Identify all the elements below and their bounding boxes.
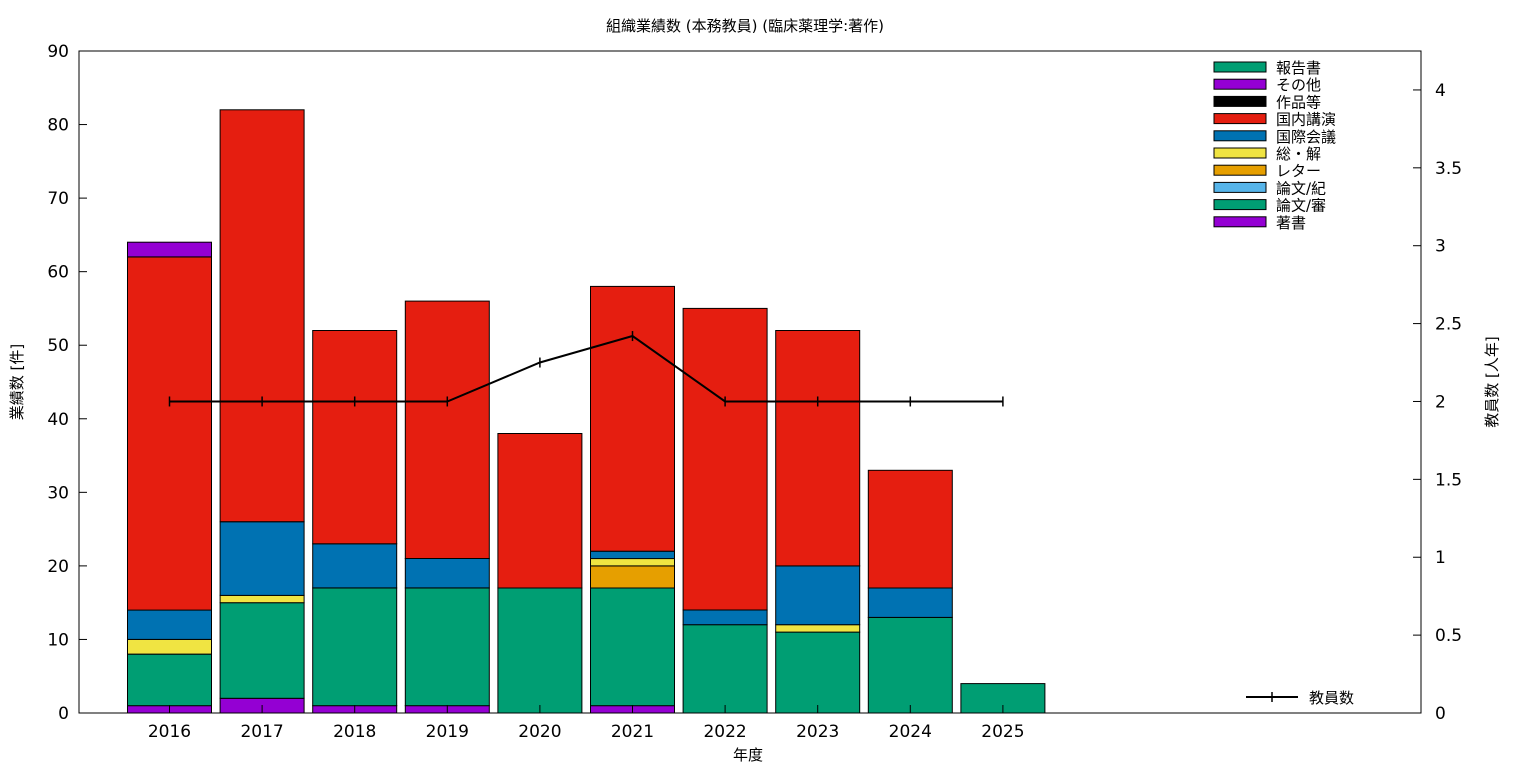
- x-axis-label: 年度: [733, 746, 763, 764]
- y-tick-label: 20: [47, 557, 69, 577]
- bar-2018-series-1: [312, 587, 398, 707]
- bar-2018-series-5: [312, 543, 398, 589]
- bar-2024-series-6: [867, 469, 953, 589]
- y2-axis-label: 教員数 [人年]: [1483, 336, 1501, 427]
- bar-2022-series-6: [682, 307, 768, 611]
- bar-2017-series-4: [219, 594, 305, 604]
- bar-2022-series-1: [682, 624, 768, 714]
- x-tick-label: 2020: [518, 722, 561, 742]
- legend-label-3: レター: [1276, 162, 1321, 180]
- legend-label-8: その他: [1276, 76, 1321, 94]
- y-axis-label: 業績数 [件]: [8, 344, 26, 420]
- y2-tick-label: 3.5: [1435, 159, 1462, 179]
- y2-tick-label: 2: [1435, 392, 1446, 412]
- y-tick-label: 80: [47, 116, 69, 136]
- y-tick-label: 10: [47, 630, 69, 650]
- y2-tick-label: 3: [1435, 237, 1446, 257]
- x-tick-label: 2022: [703, 722, 746, 742]
- legend-swatch-1: [1213, 199, 1267, 211]
- line-layer: [168, 331, 1004, 407]
- bar-2022-series-5: [682, 609, 768, 626]
- x-tick-label: 2019: [426, 722, 469, 742]
- legend-line-label: 教員数: [1309, 689, 1354, 707]
- legend-label-5: 国際会議: [1276, 128, 1336, 146]
- legend-label-0: 著書: [1276, 214, 1306, 232]
- bar-2018-series-6: [312, 330, 398, 545]
- y2-tick-label: 1: [1435, 548, 1446, 568]
- bar-2021-series-5: [590, 550, 675, 560]
- legend-label-4: 総・解: [1276, 145, 1321, 163]
- y-tick-label: 90: [47, 42, 69, 62]
- bar-2023-series-1: [775, 631, 861, 714]
- y2-tick-label: 0: [1435, 704, 1446, 724]
- bar-2023-series-4: [775, 624, 861, 633]
- x-tick-label: 2023: [796, 722, 839, 742]
- bar-2023-series-6: [775, 330, 861, 567]
- legend-swatch-3: [1213, 164, 1267, 176]
- bar-2021-series-1: [590, 587, 675, 707]
- bar-2020-series-1: [497, 587, 583, 714]
- bar-2017-series-5: [219, 521, 305, 596]
- bar-2016-series-4: [127, 638, 212, 655]
- plot-frame: [78, 50, 1422, 714]
- legend-swatch-8: [1213, 78, 1267, 90]
- bar-2017-series-1: [219, 602, 305, 699]
- legend-label-9: 報告書: [1276, 59, 1321, 77]
- legend-swatch-2: [1213, 181, 1267, 193]
- x-tick-label: 2025: [981, 722, 1024, 742]
- legend-swatch-5: [1213, 130, 1267, 142]
- bar-2021-series-3: [590, 565, 675, 589]
- bar-2021-series-4: [590, 558, 675, 567]
- bar-2016-series-5: [127, 609, 212, 640]
- y2-tick-label: 0.5: [1435, 626, 1462, 646]
- bar-2024-series-1: [867, 616, 953, 714]
- legend-swatch-4: [1213, 147, 1267, 159]
- x-tick-label: 2024: [889, 722, 932, 742]
- bar-2023-series-5: [775, 565, 861, 626]
- legend-label-1: 論文/審: [1276, 197, 1326, 215]
- bar-2016-series-1: [127, 653, 212, 707]
- legend-label-7: 作品等: [1276, 93, 1321, 111]
- bars-layer: [127, 109, 1046, 714]
- legend-label-6: 国内講演: [1276, 111, 1336, 129]
- legend-swatch-9: [1213, 61, 1267, 73]
- y-tick-label: 60: [47, 263, 69, 283]
- bar-2016-series-6: [127, 256, 212, 611]
- y2-tick-label: 4: [1435, 81, 1446, 101]
- bar-2017-series-6: [219, 109, 305, 523]
- bar-2021-series-6: [590, 285, 675, 552]
- axes-layer: 0 10 20 30 40 50 60 70 80 90 0 0.5 1 1.5 2 2.5 3 3.5 4 2016…: [47, 42, 1462, 742]
- y2-tick-label: 1.5: [1435, 470, 1462, 490]
- x-tick-label: 2017: [240, 722, 283, 742]
- bar-2019-series-5: [404, 558, 490, 589]
- bar-2024-series-5: [867, 587, 953, 618]
- y-tick-label: 40: [47, 410, 69, 430]
- bar-2019-series-1: [404, 587, 490, 707]
- bar-2016-series-8: [127, 241, 212, 258]
- y-tick-label: 70: [47, 189, 69, 209]
- y-tick-label: 0: [58, 704, 69, 724]
- legend-label-2: 論文/紀: [1276, 179, 1326, 197]
- x-tick-label: 2021: [611, 722, 654, 742]
- y-tick-label: 50: [47, 336, 69, 356]
- chart-title: 組織業績数 (本務教員) (臨床薬理学:著作): [606, 17, 884, 35]
- bar-2020-series-6: [497, 433, 583, 589]
- x-tick-label: 2018: [333, 722, 376, 742]
- y2-tick-label: 2.5: [1435, 315, 1462, 335]
- y-tick-label: 30: [47, 483, 69, 503]
- legend-swatch-6: [1213, 113, 1267, 125]
- line-staff-count: [169, 334, 1003, 403]
- bar-2019-series-6: [404, 300, 490, 559]
- legend-swatch-7: [1213, 95, 1267, 107]
- x-tick-label: 2016: [148, 722, 191, 742]
- legend-swatch-0: [1213, 216, 1267, 228]
